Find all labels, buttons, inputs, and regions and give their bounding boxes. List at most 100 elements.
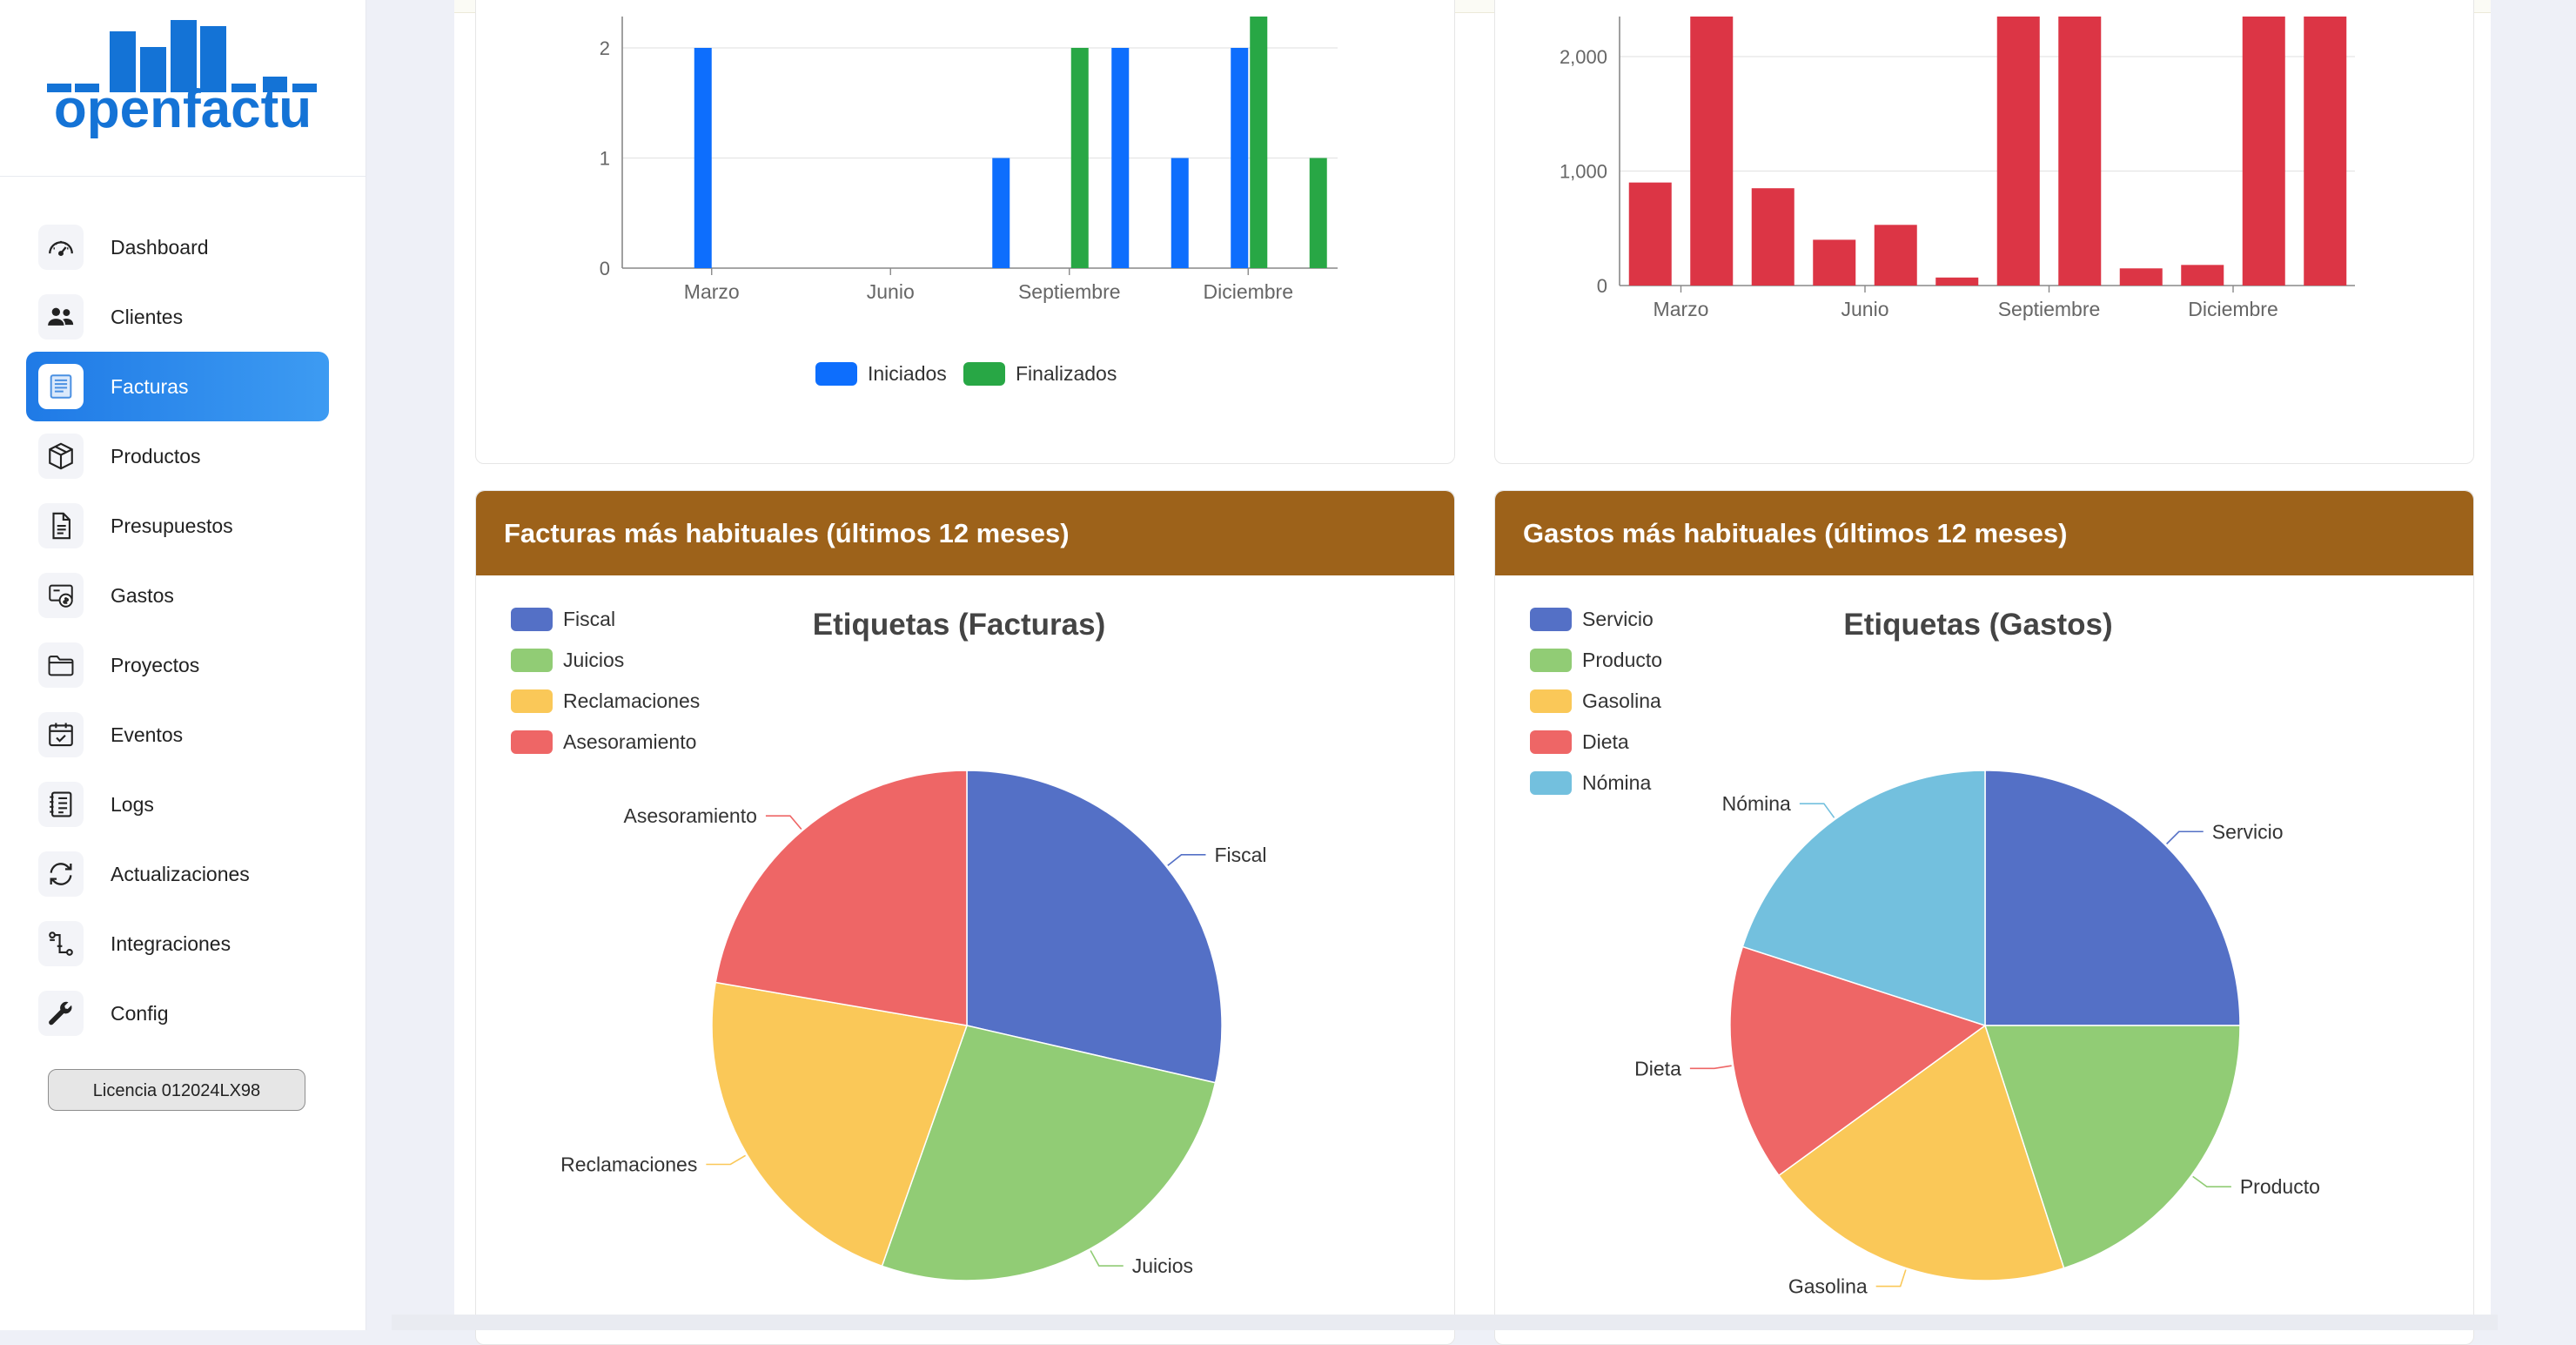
pie-label: Nómina	[1722, 792, 1791, 815]
sidebar-item-label: Integraciones	[111, 932, 231, 955]
refresh-icon	[38, 851, 84, 897]
pie-leader-line	[1090, 1250, 1124, 1267]
sidebar-nav: Dashboard Clientes Facturas Productos	[26, 212, 329, 1048]
license-button[interactable]: Licencia 012024LX98	[48, 1069, 305, 1111]
bar-gastos	[2119, 268, 2163, 286]
integration-icon	[38, 921, 84, 966]
legend-label: Nómina	[1582, 771, 1652, 794]
pie-slice-fiscal	[966, 770, 1223, 1084]
pie-label: Asesoramiento	[624, 804, 757, 827]
x-tick-label: Junio	[867, 280, 915, 303]
sidebar-item-label: Clientes	[111, 306, 184, 328]
invoice-icon	[38, 364, 84, 409]
legend-label: Gasolina	[1582, 689, 1661, 712]
y-tick-label: 2	[600, 37, 610, 59]
legend-swatch	[815, 362, 857, 386]
projects-status-chart: 0 1 2 Marzo Junio Septiembre Diciembre	[600, 0, 1367, 303]
bar-gastos	[1996, 17, 2040, 286]
legend-item[interactable]: Juicios	[511, 649, 624, 672]
legend-item[interactable]: Gasolina	[1530, 689, 1661, 713]
bar-iniciados	[1171, 158, 1189, 268]
sidebar-item-eventos[interactable]: Eventos	[26, 700, 329, 770]
legend-swatch	[511, 649, 553, 672]
sidebar-item-proyectos[interactable]: Proyectos	[26, 630, 329, 700]
pie-leader-line	[1799, 803, 1835, 818]
x-tick-label: Marzo	[684, 280, 740, 303]
bars	[1628, 17, 2347, 286]
legend-item[interactable]: Dieta	[1530, 730, 1629, 754]
legend-item[interactable]: Servicio	[1530, 608, 1654, 631]
bottom-edge	[392, 1315, 2498, 1330]
sidebar-item-actualizaciones[interactable]: Actualizaciones	[26, 839, 329, 909]
pie-leader-line	[1167, 854, 1206, 866]
logo-bars-icon: openfactu	[47, 20, 317, 139]
x-tick-label: Diciembre	[2188, 298, 2278, 320]
pie-slice-juicios	[881, 1025, 1217, 1281]
sidebar-item-gastos[interactable]: Gastos	[26, 561, 329, 630]
expenses-chart-card: 0 1,000 2,000 Marzo Junio Septiembre Diciembre	[1494, 0, 2474, 464]
sidebar-item-dashboard[interactable]: Dashboard	[26, 212, 329, 282]
sidebar-item-label: Proyectos	[111, 654, 200, 676]
bar-iniciados	[1350, 0, 1367, 268]
y-tick-label: 0	[1597, 275, 1607, 297]
pie-label: Servicio	[2212, 820, 2284, 843]
card-header-title: Gastos más habituales (últimos 12 meses)	[1495, 491, 2473, 575]
sidebar-item-config[interactable]: Config	[26, 978, 329, 1048]
sidebar-item-label: Config	[111, 1002, 169, 1025]
sidebar-item-presupuestos[interactable]: Presupuestos	[26, 491, 329, 561]
bars	[694, 0, 1367, 268]
legend-item[interactable]: Producto	[1530, 649, 1662, 672]
sidebar-item-integraciones[interactable]: Integraciones	[26, 909, 329, 978]
expense-tags-card: Gastos más habituales (últimos 12 meses)…	[1494, 490, 2474, 1345]
sidebar-item-facturas[interactable]: Facturas	[26, 352, 329, 421]
legend-swatch	[511, 730, 553, 754]
legend-swatch	[1530, 730, 1572, 754]
sidebar-item-label: Logs	[111, 793, 154, 816]
bar-iniciados	[1231, 48, 1249, 268]
legend-item[interactable]: Reclamaciones	[511, 689, 700, 713]
document-icon	[38, 503, 84, 548]
legend-item[interactable]: Nómina	[1530, 771, 1651, 795]
legend-item-iniciados[interactable]: Iniciados	[815, 362, 947, 386]
folder-icon	[38, 642, 84, 688]
legend-label: Asesoramiento	[563, 730, 697, 753]
sidebar-item-label: Gastos	[111, 584, 174, 607]
pie-label: Reclamaciones	[560, 1153, 697, 1175]
bar-gastos	[1751, 188, 1794, 286]
pie-label: Fiscal	[1214, 844, 1266, 866]
sidebar-item-clientes[interactable]: Clientes	[26, 282, 329, 352]
openfactu-logo[interactable]: openfactu	[35, 16, 331, 146]
legend-item[interactable]: Fiscal	[511, 608, 615, 631]
legend-item[interactable]: Asesoramiento	[511, 730, 696, 754]
sidebar-item-label: Productos	[111, 445, 201, 467]
legend-label: Producto	[1582, 649, 1663, 671]
legend-swatch	[511, 689, 553, 713]
bar-gastos	[1813, 239, 1856, 286]
legend-label: Reclamaciones	[563, 689, 701, 712]
bar-gastos	[1874, 225, 1917, 286]
box-icon	[38, 434, 84, 479]
legend-swatch	[1530, 771, 1572, 795]
x-tick-label: Septiembre	[1018, 280, 1121, 303]
legend-swatch	[1530, 608, 1572, 631]
sidebar-item-label: Presupuestos	[111, 514, 233, 537]
projects-chart-card: 0 1 2 Marzo Junio Septiembre Diciembre Iniciad…	[475, 0, 1455, 464]
users-icon	[38, 294, 84, 340]
pie-slice-asesoramiento	[714, 770, 968, 1026]
sidebar-item-label: Actualizaciones	[111, 863, 250, 885]
bar-gastos	[1690, 17, 1734, 286]
wrench-icon	[38, 991, 84, 1036]
bar-gastos	[2304, 17, 2347, 286]
x-tick-label: Diciembre	[1203, 280, 1293, 303]
sidebar-item-productos[interactable]: Productos	[26, 421, 329, 491]
bar-iniciados	[992, 158, 1010, 268]
pie-slice-servicio	[1984, 770, 2241, 1026]
sidebar-item-logs[interactable]: Logs	[26, 770, 329, 839]
legend-item-finalizados[interactable]: Finalizados	[963, 362, 1117, 386]
legend-swatch	[511, 608, 553, 631]
invoice-tags-card: Facturas más habituales (últimos 12 mese…	[475, 490, 1455, 1345]
invoice-tags-pie: Fiscal Juicios Reclamaciones Asesoramiento	[560, 770, 1267, 1281]
y-tick-label: 1,000	[1560, 161, 1607, 183]
pie-slice-dieta	[1729, 945, 1987, 1177]
expense-tags-pie: Servicio Producto Gasolina Dieta Nómina	[1634, 770, 2320, 1298]
